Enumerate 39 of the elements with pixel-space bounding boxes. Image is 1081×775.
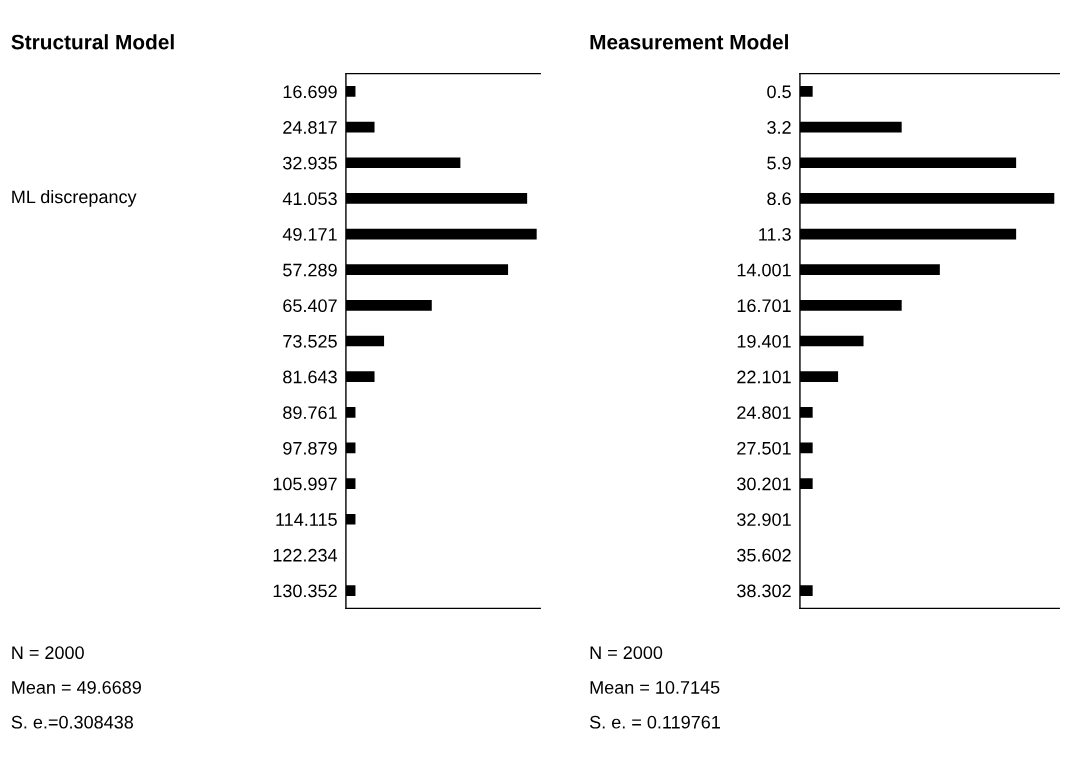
y-tick-label: 97.879 bbox=[283, 441, 337, 455]
y-tick-label: 11.3 bbox=[759, 227, 791, 241]
y-tick-label: 14.001 bbox=[737, 263, 791, 277]
text: N = 2000 bbox=[590, 646, 663, 660]
y-tick-label: 41.053 bbox=[282, 192, 337, 206]
text: N = 2000 bbox=[12, 646, 84, 660]
y-tick-label: 122.234 bbox=[273, 548, 338, 562]
y-tick-label: 8.6 bbox=[767, 192, 791, 206]
text: S. e. = 0.119761 bbox=[589, 715, 720, 729]
y-tick-label: 24.801 bbox=[737, 406, 791, 420]
y-tick-label: 30.201 bbox=[737, 477, 791, 491]
y-tick-label: 32.901 bbox=[737, 513, 791, 526]
y-tick-label: 73.525 bbox=[283, 334, 337, 348]
y-tick-label: 65.407 bbox=[283, 299, 337, 313]
y-axis-title: ML discrepancy bbox=[12, 189, 137, 207]
text: S. e.=0.308438 bbox=[11, 715, 134, 729]
y-tick-label: 16.699 bbox=[283, 85, 337, 99]
y-tick-label: 114.115 bbox=[276, 513, 337, 526]
y-tick-label: 57.289 bbox=[283, 263, 337, 277]
y-tick-label: 16.701 bbox=[737, 299, 791, 313]
text: Mean = 10.7145 bbox=[590, 681, 720, 694]
y-tick-label: 89.761 bbox=[283, 406, 337, 420]
y-tick-label: 19.401 bbox=[737, 334, 791, 348]
y-tick-label: 105.997 bbox=[273, 477, 337, 491]
text: Mean = 49.6689 bbox=[12, 681, 141, 694]
y-tick-label: 38.302 bbox=[737, 584, 791, 598]
y-tick-label: 130.352 bbox=[273, 584, 337, 598]
y-tick-label: 35.602 bbox=[737, 548, 791, 562]
y-tick-label: 32.935 bbox=[283, 156, 337, 170]
text: Structural Model bbox=[11, 34, 174, 50]
y-tick-label: 49.171 bbox=[282, 227, 337, 241]
y-tick-label: 27.501 bbox=[737, 441, 791, 455]
y-tick-label: 24.817 bbox=[283, 121, 337, 134]
y-tick-label: 3.2 bbox=[767, 121, 791, 134]
y-tick-label: 22.101 bbox=[737, 370, 791, 384]
y-tick-label: 5.9 bbox=[767, 156, 791, 170]
y-tick-label: 0.5 bbox=[767, 85, 791, 99]
chart-title: Measurement Model bbox=[590, 34, 788, 50]
y-tick-label: 81.643 bbox=[283, 370, 337, 384]
